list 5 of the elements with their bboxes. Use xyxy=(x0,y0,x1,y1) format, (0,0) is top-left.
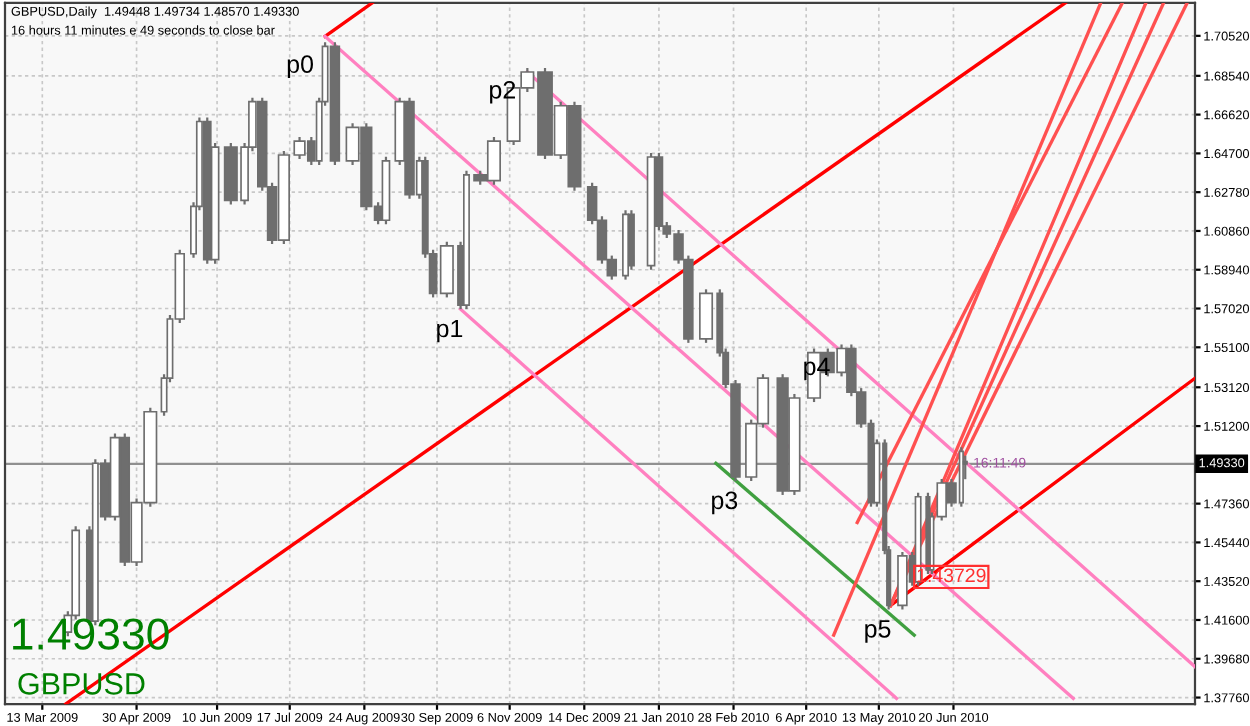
annotation: p4 xyxy=(804,357,830,381)
annotation: p5 xyxy=(865,620,891,643)
annotation: p0 xyxy=(287,55,313,78)
annotation: p3 xyxy=(712,491,738,515)
annotation: p1 xyxy=(437,319,463,343)
